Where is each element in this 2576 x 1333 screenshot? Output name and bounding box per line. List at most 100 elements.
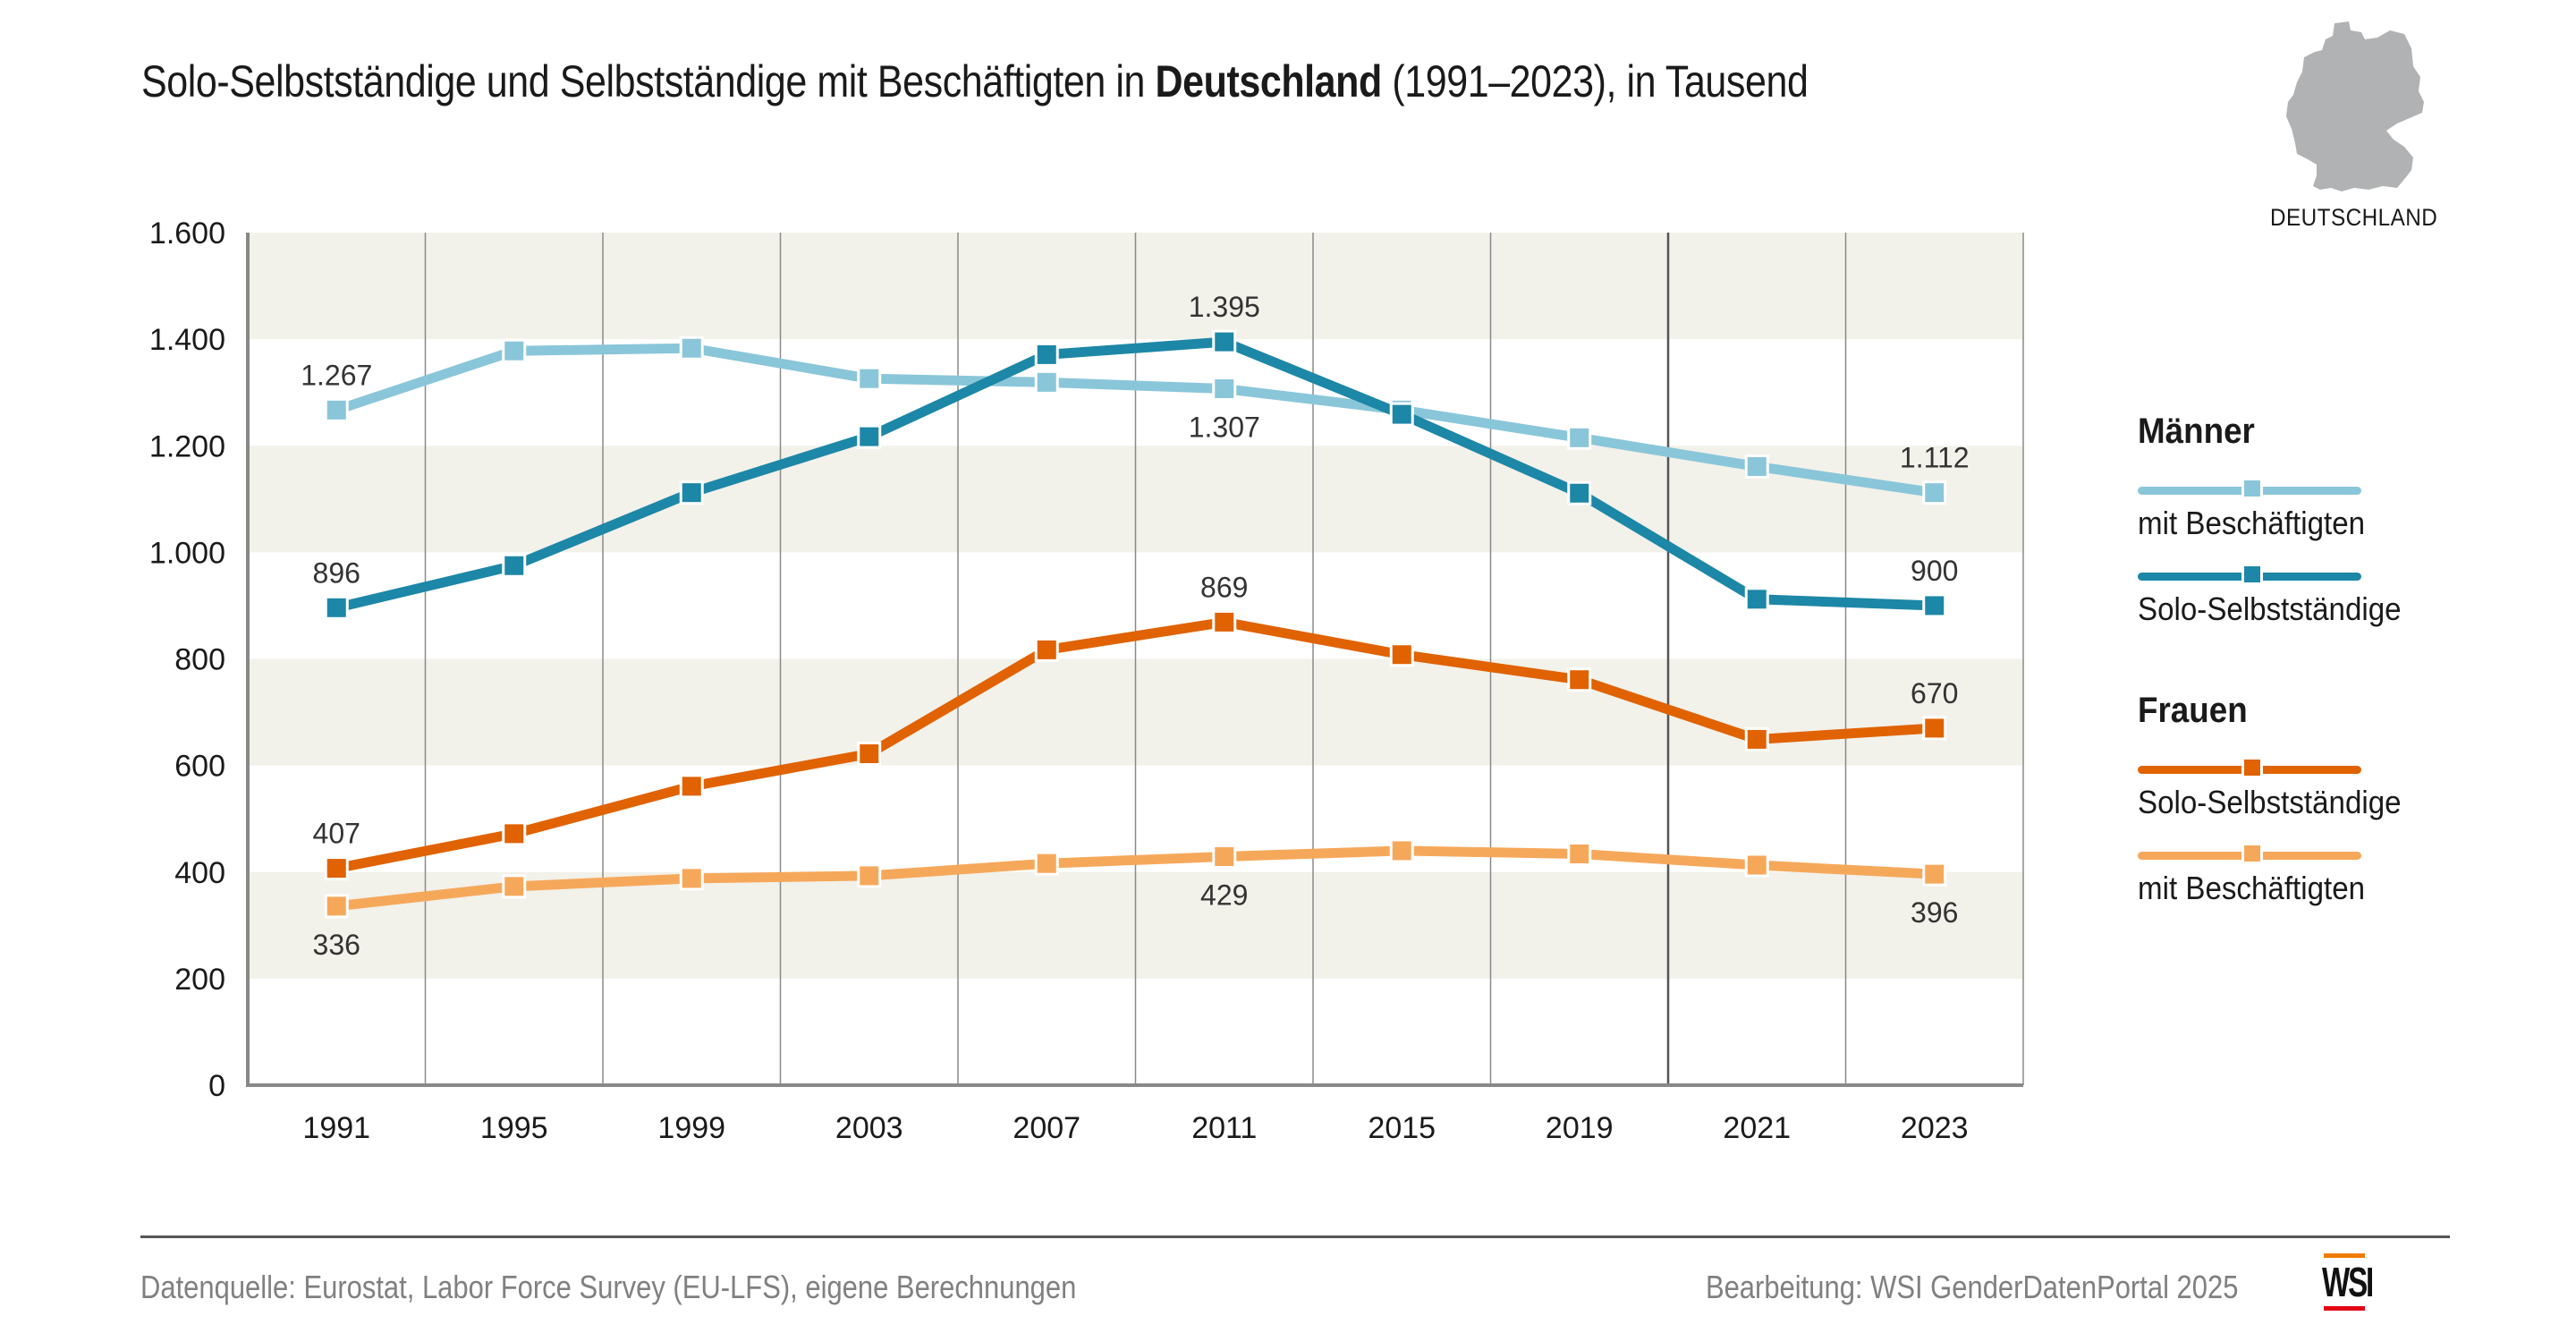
- data-source: Datenquelle: Eurostat, Labor Force Surve…: [140, 1269, 1077, 1305]
- data-point: [324, 856, 349, 881]
- y-tick-label: 0: [208, 1069, 225, 1103]
- legend-group: Männer mit Beschäftigten Solo-Selbstständi…: [2138, 412, 2531, 635]
- data-label: 900: [1911, 555, 1958, 587]
- legend-marker-swatch: [2241, 478, 2263, 499]
- data-point: [1922, 716, 1947, 741]
- series-lines: [324, 329, 1947, 919]
- data-point: [1389, 838, 1414, 863]
- data-point: [1744, 454, 1769, 479]
- y-tick-label: 1.600: [149, 217, 225, 250]
- y-tick-label: 400: [174, 856, 225, 890]
- data-point: [1212, 609, 1237, 634]
- wsi-logo: WSI: [2322, 1253, 2374, 1311]
- series-line: [335, 616, 1936, 873]
- data-point: [1034, 369, 1059, 395]
- legend-group-title: Männer: [2138, 412, 2255, 451]
- data-point: [1389, 402, 1414, 427]
- x-tick-label: 2003: [835, 1111, 903, 1145]
- data-point: [1567, 425, 1592, 450]
- data-point: [1212, 329, 1237, 354]
- legend-item: mit Beschäftigten: [2138, 463, 2531, 549]
- vertical-gridlines: [424, 233, 2024, 1085]
- data-label: 396: [1911, 896, 1958, 929]
- data-point: [1212, 844, 1237, 869]
- data-point: [1922, 480, 1947, 505]
- data-point: [857, 863, 882, 888]
- data-point: [679, 774, 704, 799]
- legend-marker-swatch: [2241, 843, 2263, 864]
- data-point: [857, 366, 882, 391]
- axes: [246, 233, 2023, 1087]
- y-tick-label: 600: [174, 750, 225, 784]
- data-label: 1.395: [1189, 291, 1260, 323]
- data-point: [502, 338, 527, 363]
- legend-marker-swatch: [2241, 564, 2263, 585]
- data-label: 670: [1911, 677, 1958, 709]
- data-point: [857, 424, 882, 449]
- series-2: [324, 329, 1947, 620]
- data-point: [1034, 342, 1059, 367]
- data-point: [1034, 637, 1059, 662]
- germany-map-icon: [2286, 21, 2424, 191]
- title-text: Solo-Selbstständige und Selbstständige m…: [141, 56, 1156, 106]
- logo-bar-orange: [2324, 1253, 2365, 1258]
- y-axis-ticks: 0 200 400 600 800 1.000 1.200 1.400 1.600: [149, 217, 225, 1103]
- legend: Männer mit Beschäftigten Solo-Selbstständi…: [2138, 412, 2531, 914]
- legend-label: Solo-Selbstständige: [2138, 784, 2402, 820]
- logo-bar-red: [2324, 1306, 2365, 1311]
- series-line: [335, 845, 1936, 912]
- y-tick-label: 1.400: [149, 323, 225, 357]
- data-point: [1212, 377, 1237, 402]
- data-label: 429: [1200, 879, 1248, 911]
- data-point: [679, 866, 704, 891]
- data-point: [1922, 593, 1947, 618]
- data-point: [1567, 480, 1592, 505]
- data-label: 407: [313, 818, 360, 850]
- x-tick-label: 2015: [1368, 1111, 1436, 1145]
- series-3: [324, 609, 1947, 881]
- x-tick-label: 2007: [1013, 1111, 1080, 1145]
- x-tick-label: 1991: [302, 1111, 370, 1145]
- data-point: [679, 480, 704, 505]
- data-point: [502, 553, 527, 578]
- chart-title: Solo-Selbstständige und Selbstständige m…: [141, 55, 1809, 107]
- legend-item: mit Beschäftigten: [2138, 828, 2531, 914]
- data-label: 896: [313, 556, 360, 589]
- data-point: [324, 595, 349, 620]
- data-point: [324, 397, 349, 422]
- x-tick-label: 2023: [1901, 1111, 1969, 1145]
- legend-item: Solo-Selbstständige: [2138, 549, 2531, 635]
- data-label: 1.307: [1189, 412, 1260, 444]
- data-point: [1389, 642, 1414, 667]
- legend-group: Frauen Solo-Selbstständige mit Beschäftigt…: [2138, 691, 2531, 914]
- y-tick-label: 1.200: [149, 429, 225, 463]
- series-line: [335, 336, 1935, 613]
- data-label: 1.267: [301, 359, 372, 391]
- title-country: Deutschland: [1155, 56, 1383, 106]
- credit-text: Bearbeitung: WSI GenderDatenPortal 2025: [1705, 1269, 2238, 1305]
- map-label: DEUTSCHLAND: [2270, 204, 2438, 231]
- data-labels: 1.267 1.307 1.112 896 1.395 900 407 869 670 336 42…: [301, 291, 1969, 961]
- y-tick-label: 800: [174, 643, 225, 677]
- data-point: [1567, 667, 1592, 692]
- y-tick-label: 1.000: [149, 536, 225, 570]
- title-suffix: (1991–2023), in Tausend: [1381, 56, 1809, 106]
- x-axis-ticks: 1991 1995 1999 2003 2007 2011 2015 2019 2021 2023: [302, 1111, 1968, 1145]
- data-point: [502, 874, 527, 899]
- series-line: [335, 343, 1936, 498]
- data-label: 869: [1200, 571, 1248, 603]
- series-4: [324, 838, 1947, 919]
- x-tick-label: 1999: [657, 1111, 725, 1145]
- footer-divider: [140, 1235, 2450, 1238]
- data-point: [1744, 587, 1769, 612]
- legend-label: Solo-Selbstständige: [2138, 590, 2402, 627]
- data-label: 336: [313, 929, 360, 961]
- legend-marker-swatch: [2241, 757, 2263, 778]
- data-point: [857, 742, 882, 767]
- legend-label: mit Beschäftigten: [2138, 505, 2366, 541]
- legend-item: Solo-Selbstständige: [2138, 743, 2531, 828]
- legend-label: mit Beschäftigten: [2138, 870, 2366, 906]
- data-point: [324, 894, 349, 919]
- data-point: [1567, 841, 1592, 866]
